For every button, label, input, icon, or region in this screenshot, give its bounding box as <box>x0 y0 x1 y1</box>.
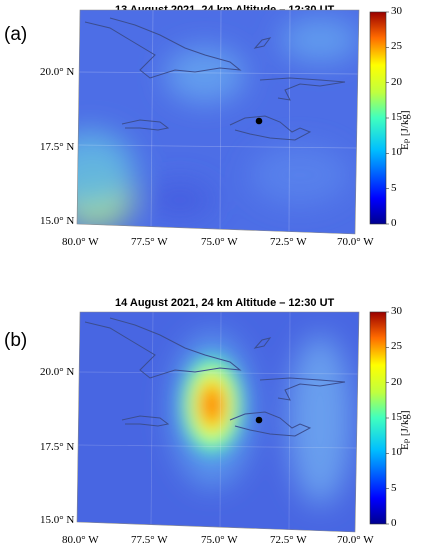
panel-a-y-tick-3: 15.0° N <box>40 215 75 227</box>
panel-a-x-tick-2: 77.5° W <box>131 236 168 248</box>
panel-a-colorbar-tick: 25 <box>391 40 402 53</box>
panel-b-y-tick-1: 20.0° N <box>40 366 75 378</box>
panel-b-colorbar-tick: 0 <box>391 517 397 529</box>
panel-a-colorbar-tick: 10 <box>391 146 402 159</box>
panel-b-y-tick-3: 15.0° N <box>40 514 75 526</box>
panel-b-x-tick-4: 72.5° W <box>270 534 307 546</box>
panel-b-x-tick-2: 77.5° W <box>131 534 168 546</box>
panel-b-marker <box>255 416 263 424</box>
panel-b-colorbar-tick: 30 <box>391 305 402 317</box>
panel-a-x-tick-3: 75.0° W <box>201 236 238 248</box>
panel-b-hotspot-2 <box>288 335 352 505</box>
panel-b-colorbar-tick: 20 <box>391 375 402 388</box>
panel-a-map <box>77 10 359 234</box>
panel-b-colorbar <box>369 311 387 525</box>
panel-b-y-tick-2: 17.5° N <box>40 441 75 453</box>
panel-a-y-tick-2: 17.5° N <box>40 141 75 153</box>
panel-a-y-tick-1: 20.0° N <box>40 66 75 78</box>
panel-b-x-tick-1: 80.0° W <box>62 534 99 546</box>
panel-b-colorbar-tick: 5 <box>391 481 397 494</box>
panel-b-colorbar-tick: 15 <box>391 411 402 423</box>
panel-a-marker <box>255 117 263 125</box>
panel-b-x-tick-3: 75.0° W <box>201 534 238 546</box>
panel-a-colorbar-tick: 15 <box>391 111 402 123</box>
panel-b-map <box>77 312 359 532</box>
panel-b-letter: (b) <box>4 330 28 351</box>
panel-a-x-tick-5: 70.0° W <box>337 236 374 248</box>
panel-b-x-tick-5: 70.0° W <box>337 534 374 546</box>
panel-a-colorbar-tick: 30 <box>391 5 402 17</box>
panel-a-x-tick-1: 80.0° W <box>62 236 99 248</box>
panel-b-colorbar-tick: 25 <box>391 340 402 353</box>
panel-a-x-tick-4: 72.5° W <box>270 236 307 248</box>
panel-a-hotspot-4 <box>280 18 359 62</box>
panel-b-title: 14 August 2021, 24 km Altitude – 12:30 U… <box>115 297 335 309</box>
panel-a-colorbar-tick: 0 <box>391 217 397 229</box>
panel-a-colorbar-tick: 20 <box>391 75 402 88</box>
panel-a-letter: (a) <box>4 24 28 45</box>
panel-a-colorbar <box>369 11 387 225</box>
panel-a-colorbar-tick: 5 <box>391 181 397 194</box>
panel-b-colorbar-tick: 10 <box>391 446 402 459</box>
panel-a-hotspot-2 <box>77 130 135 210</box>
